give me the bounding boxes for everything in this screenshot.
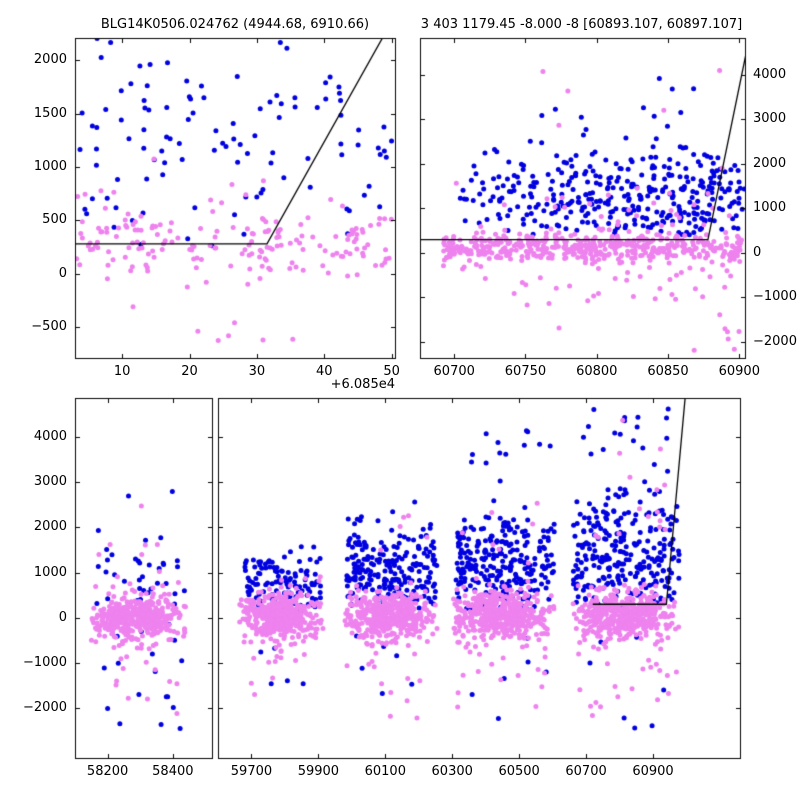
top-left-panel-title: BLG14K0506.024762 (4944.68, 6910.66): [100, 17, 370, 32]
top-right-panel-title: 3 403 1179.45 -8.000 -8 [60893.107, 6089…: [420, 17, 743, 32]
x-axis-offset-label: +6.085e4: [330, 377, 395, 392]
